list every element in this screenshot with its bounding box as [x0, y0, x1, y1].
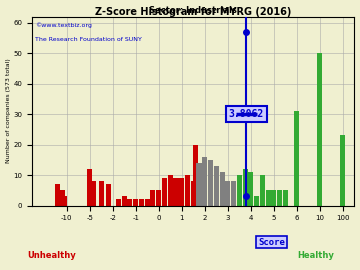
Bar	[62, 196, 67, 205]
Bar	[248, 172, 253, 205]
Bar	[197, 163, 202, 205]
Bar	[220, 172, 225, 205]
Bar	[191, 181, 196, 205]
Bar	[106, 184, 111, 205]
Bar	[202, 157, 207, 205]
Title: Z-Score Histogram for MYRG (2016): Z-Score Histogram for MYRG (2016)	[95, 7, 292, 17]
Text: Sector: Industrials: Sector: Industrials	[149, 6, 237, 15]
Bar	[231, 181, 236, 205]
Bar	[87, 169, 92, 205]
Bar	[162, 178, 167, 205]
Bar	[260, 175, 265, 205]
Text: Healthy: Healthy	[297, 251, 334, 260]
Bar	[243, 169, 248, 205]
Bar	[145, 200, 150, 205]
Bar	[116, 200, 121, 205]
Bar	[91, 181, 96, 205]
Text: ©www.textbiz.org: ©www.textbiz.org	[35, 22, 92, 28]
Bar	[277, 190, 282, 205]
Bar	[208, 160, 213, 205]
Y-axis label: Number of companies (573 total): Number of companies (573 total)	[5, 59, 10, 163]
Bar	[133, 200, 138, 205]
Bar	[266, 190, 271, 205]
Bar	[318, 53, 323, 205]
Text: Score: Score	[258, 238, 285, 247]
Bar	[150, 190, 156, 205]
Bar	[55, 184, 60, 205]
Bar	[168, 175, 173, 205]
Bar	[179, 178, 184, 205]
Text: The Research Foundation of SUNY: The Research Foundation of SUNY	[35, 38, 142, 42]
Bar	[193, 145, 198, 205]
Bar	[99, 181, 104, 205]
Bar	[174, 178, 179, 205]
Bar	[271, 190, 276, 205]
Bar	[225, 181, 230, 205]
Bar	[139, 200, 144, 205]
Bar	[283, 190, 288, 205]
Bar	[59, 190, 64, 205]
Bar	[156, 190, 161, 205]
Bar	[254, 196, 259, 205]
Bar	[341, 136, 346, 205]
Bar	[214, 166, 219, 205]
Bar	[237, 175, 242, 205]
Bar	[185, 175, 190, 205]
Text: Unhealthy: Unhealthy	[27, 251, 76, 260]
Bar	[122, 196, 127, 205]
Bar	[127, 200, 132, 205]
Text: 3.8062: 3.8062	[229, 109, 264, 119]
Bar	[294, 111, 300, 205]
